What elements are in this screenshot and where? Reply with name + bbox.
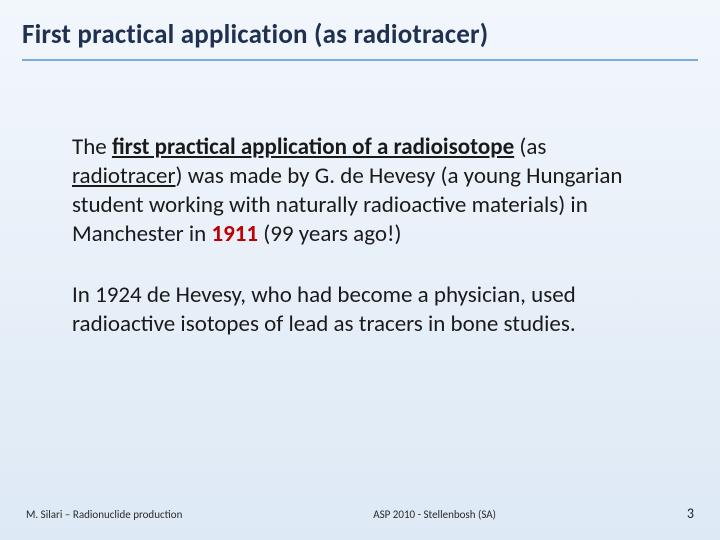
p1-after-bold: (as — [514, 133, 546, 161]
paragraph-1: The first practical application of a rad… — [72, 133, 638, 249]
p1-lead: The — [72, 133, 112, 161]
footer-left: M. Silari – Radionuclide production — [26, 508, 182, 521]
p1-year: 1911 — [211, 220, 258, 248]
slide-body: The first practical application of a rad… — [22, 133, 698, 339]
p1-bold-underline: first practical application of a radiois… — [112, 133, 514, 161]
paragraph-2: In 1924 de Hevesy, who had become a phys… — [72, 281, 638, 339]
slide-footer: M. Silari – Radionuclide production ASP … — [0, 505, 720, 522]
p1-tail: (99 years ago!) — [258, 220, 401, 248]
page-number: 3 — [687, 505, 694, 522]
slide-title: First practical application (as radiotra… — [22, 18, 698, 61]
p1-radiotracer: radiotracer — [72, 162, 176, 190]
footer-center: ASP 2010 - Stellenbosh (SA) — [182, 508, 687, 521]
slide: First practical application (as radiotra… — [0, 0, 720, 540]
